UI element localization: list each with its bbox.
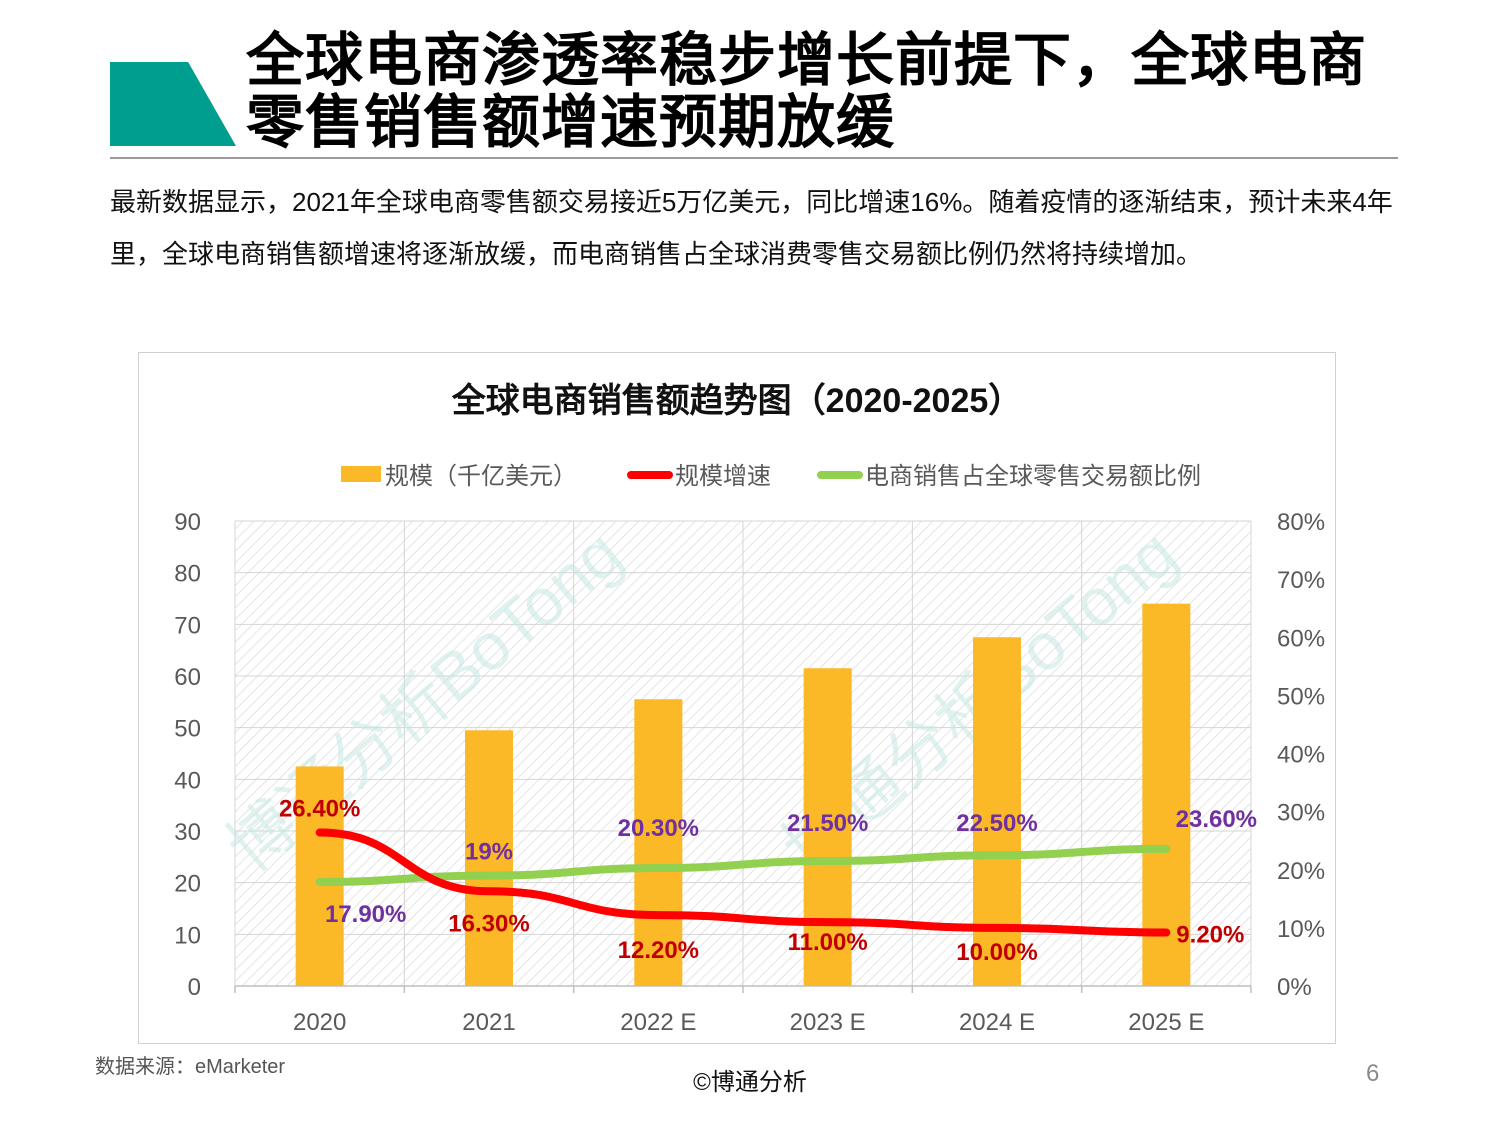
penetration-ratio-data-label: 20.30%: [618, 815, 699, 842]
penetration-ratio-data-label: 23.60%: [1176, 806, 1257, 833]
penetration-ratio-line: [315, 844, 1171, 886]
bar-2021: [465, 730, 513, 986]
y-left-tick-label: 30: [174, 819, 201, 846]
combo-chart: 博通分析BoTong博通分析BoTong01020304050607080900…: [174, 463, 1325, 1036]
x-tick-label: 2022 E: [620, 1009, 696, 1036]
penetration-ratio-data-label: 22.50%: [956, 810, 1037, 837]
chart-frame: 全球电商销售额趋势图（2020-2025） 博通分析BoTong博通分析BoTo…: [138, 352, 1336, 1044]
copyright-text: ©博通分析: [693, 1069, 807, 1096]
x-tick-label: 2021: [462, 1009, 515, 1036]
legend-swatch-scale: [341, 466, 381, 482]
growth-rate-data-label: 11.00%: [788, 929, 868, 956]
legend-label-scale: 规模（千亿美元）: [385, 463, 577, 490]
y-left-tick-label: 80: [174, 561, 201, 588]
growth-rate-data-label: 12.20%: [618, 937, 699, 964]
growth-rate-data-label: 26.40%: [279, 796, 360, 823]
bar-2025E: [1142, 603, 1191, 986]
penetration-ratio-data-label: 21.50%: [787, 810, 868, 837]
y-right-tick-label: 20%: [1277, 858, 1325, 885]
title-accent-shape: [110, 62, 236, 146]
y-left-tick-label: 60: [174, 664, 201, 691]
growth-rate-line: [315, 828, 1171, 937]
y-left-tick-label: 70: [174, 612, 201, 639]
chart-title: 全球电商销售额趋势图（2020-2025）: [451, 382, 1023, 420]
legend-label-growth: 规模增速: [675, 463, 771, 490]
x-tick-label: 2025 E: [1128, 1009, 1204, 1036]
y-left-tick-label: 90: [174, 509, 201, 536]
y-left-tick-label: 10: [174, 922, 201, 949]
growth-rate-data-label: 16.30%: [448, 910, 529, 937]
y-right-tick-label: 80%: [1277, 509, 1325, 536]
y-right-tick-label: 10%: [1277, 916, 1325, 943]
x-tick-label: 2024 E: [959, 1009, 1035, 1036]
bar-2020: [295, 766, 344, 986]
penetration-ratio-data-label: 17.90%: [325, 901, 406, 928]
y-right-tick-label: 60%: [1277, 625, 1325, 652]
y-left-tick-label: 0: [188, 974, 201, 1001]
legend-label-ratio: 电商销售占全球零售交易额比例: [865, 463, 1201, 490]
growth-rate-data-label: 9.20%: [1176, 922, 1244, 949]
growth-rate-data-label: 10.00%: [956, 939, 1037, 966]
x-tick-label: 2023 E: [790, 1009, 866, 1036]
y-left-tick-label: 20: [174, 871, 201, 898]
page-number: 6: [1366, 1060, 1380, 1087]
y-right-tick-label: 40%: [1277, 742, 1325, 769]
title-divider: [110, 157, 1398, 159]
y-left-tick-label: 40: [174, 767, 201, 794]
y-right-tick-label: 0%: [1277, 974, 1312, 1001]
slide-title: 全球电商渗透率稳步增长前提下，全球电商零售销售额增速预期放缓: [246, 28, 1368, 155]
bar-2023E: [803, 668, 852, 986]
y-right-tick-label: 70%: [1277, 567, 1325, 594]
intro-paragraph: 最新数据显示，2021年全球电商零售额交易接近5万亿美元，同比增速16%。随着疫…: [110, 187, 1393, 269]
y-left-tick-label: 50: [174, 716, 201, 743]
y-right-tick-label: 50%: [1277, 683, 1325, 710]
source-note: 数据来源：eMarketer: [95, 1056, 286, 1078]
bar-2022E: [634, 699, 683, 986]
y-right-tick-label: 30%: [1277, 800, 1325, 827]
penetration-ratio-data-label: 19%: [465, 839, 513, 866]
x-tick-label: 2020: [293, 1009, 346, 1036]
